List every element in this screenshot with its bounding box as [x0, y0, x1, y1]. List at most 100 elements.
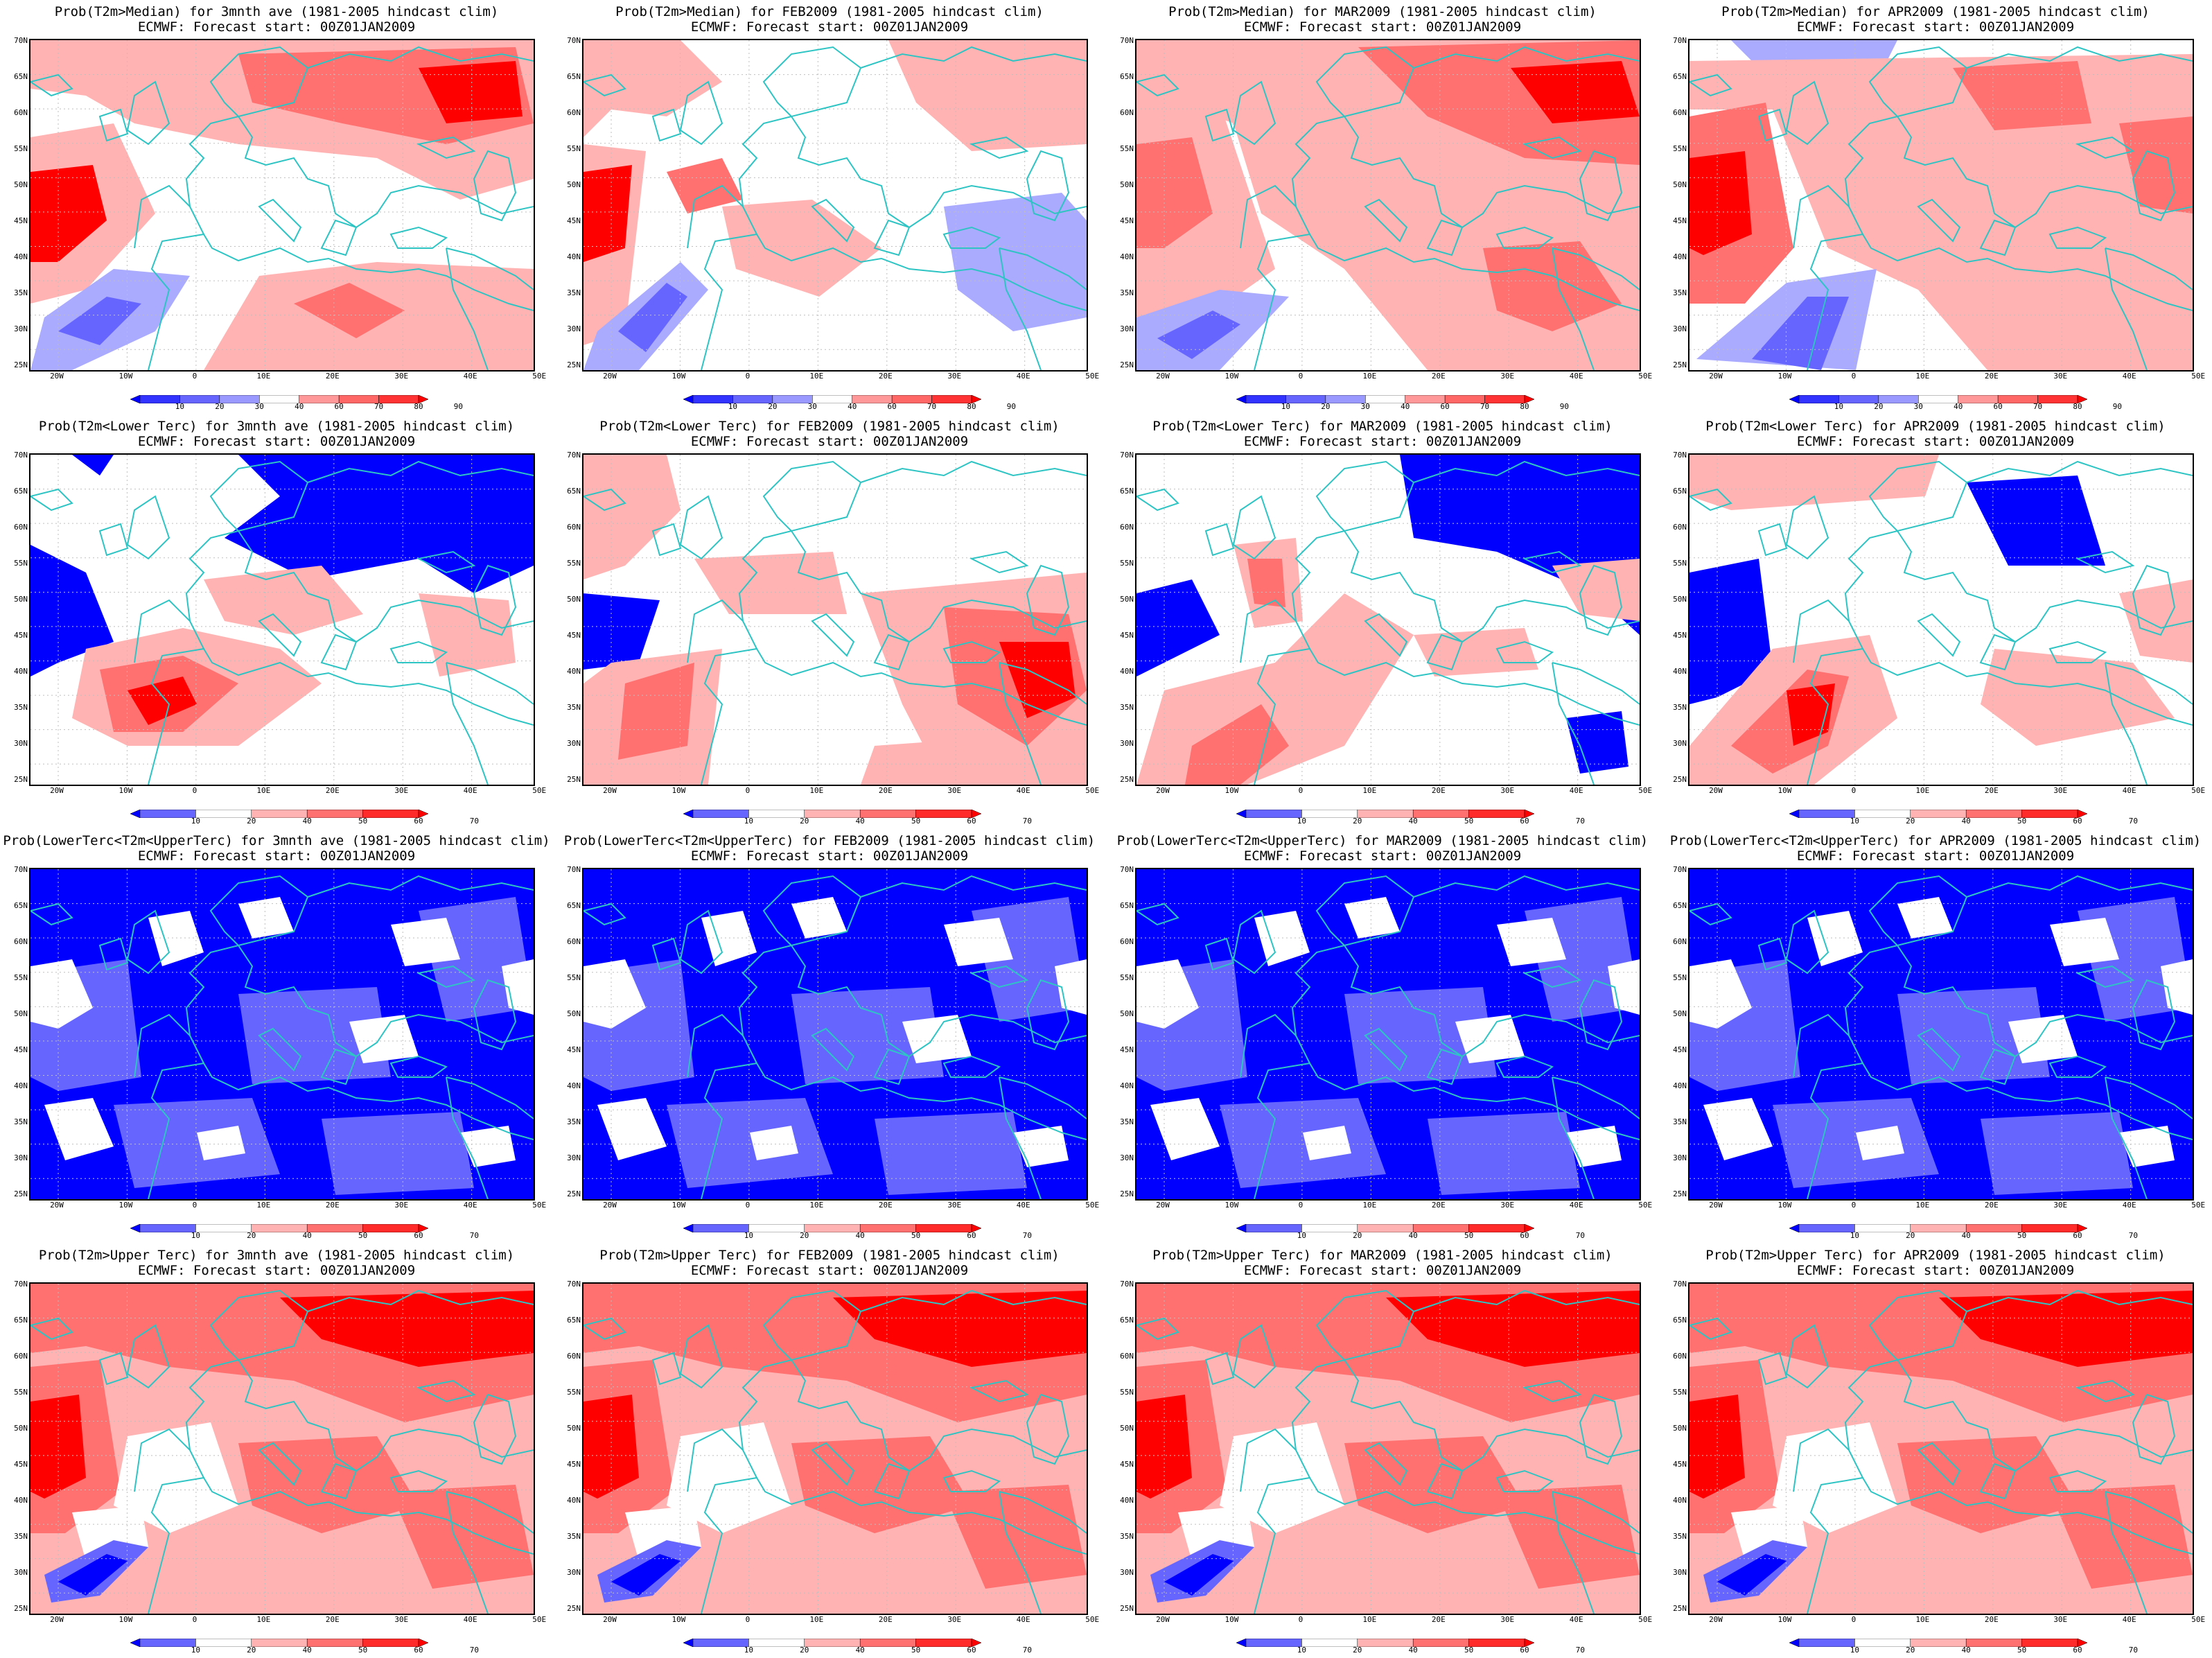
probability-contour-region	[583, 40, 722, 137]
latitude-label: 50N	[1120, 180, 1134, 190]
latitude-label: 25N	[567, 1189, 581, 1199]
latitude-label: 25N	[1673, 1604, 1687, 1614]
latitude-label: 25N	[1120, 1604, 1134, 1614]
longitude-label: 20E	[325, 786, 340, 795]
colorbar	[130, 1223, 429, 1233]
graticule	[583, 869, 1087, 1199]
colorbar-tick-label: 80	[967, 402, 976, 411]
graticule	[30, 869, 534, 1199]
latitude-label: 60N	[1120, 1352, 1134, 1361]
panel-title: Prob(LowerTerc<T2m<UpperTerc) for MAR200…	[1116, 833, 1649, 848]
forecast-panel: Prob(LowerTerc<T2m<UpperTerc) for FEB200…	[553, 829, 1106, 1244]
panel-subtitle: ECMWF: Forecast start: 00Z01JAN2009	[690, 848, 969, 864]
latitude-label: 70N	[1120, 865, 1134, 874]
latitude-label: 50N	[1673, 1424, 1687, 1433]
colorbar-tick-label: 10	[744, 1231, 754, 1240]
colorbar-tick-label: 60	[1440, 402, 1450, 411]
colorbar-tick-label: 90	[1559, 402, 1570, 411]
colorbar-tick-label: 10	[744, 817, 754, 826]
probability-contour-region	[197, 1126, 245, 1160]
probability-map	[30, 40, 534, 370]
longitude-label: 50E	[2191, 786, 2206, 795]
probability-contour-region	[2008, 1015, 2078, 1063]
longitude-label: 10W	[672, 372, 686, 381]
latitude-label: 55N	[14, 973, 28, 983]
latitude-label: 45N	[567, 1045, 581, 1055]
longitude-label: 10E	[1362, 1201, 1377, 1210]
probability-contour-region	[1254, 911, 1310, 966]
longitude-label: 30E	[947, 372, 962, 381]
latitude-label: 35N	[567, 1532, 581, 1542]
latitude-label: 55N	[1120, 973, 1134, 983]
longitude-label: 40E	[463, 1615, 477, 1624]
probability-contour-region	[322, 1112, 474, 1195]
colorbar-tick-label: 40	[302, 817, 312, 826]
forecast-panel: Prob(T2m>Median) for 3mnth ave (1981-200…	[0, 0, 553, 414]
colorbar-container	[1236, 808, 1535, 819]
colorbar	[130, 394, 429, 404]
probability-contour-region	[148, 911, 204, 966]
latitude-label: 70N	[567, 1280, 581, 1289]
colorbar-container	[130, 1222, 429, 1233]
map-plot-area	[582, 868, 1088, 1201]
latitude-label: 60N	[567, 1352, 581, 1361]
latitude-label: 35N	[1673, 703, 1687, 713]
colorbar-tick-label: 60	[1520, 1231, 1529, 1240]
longitude-label: 30E	[2053, 372, 2068, 381]
probability-contour-region	[1303, 1126, 1351, 1160]
panel-subtitle: ECMWF: Forecast start: 00Z01JAN2009	[1243, 848, 1522, 864]
latitude-label: 45N	[1120, 216, 1134, 226]
map-plot-area	[1688, 1282, 2194, 1615]
colorbar-labels: 10 20 40 50 60 70	[130, 1646, 479, 1655]
longitude-label: 50E	[1638, 372, 1653, 381]
probability-contour-region	[791, 1436, 972, 1533]
colorbar-labels: 10 20 40 50 60 70	[1789, 1231, 2138, 1241]
probability-contour-region	[1455, 1015, 1525, 1063]
colorbar-tick-label: 20	[1321, 402, 1331, 411]
probability-contour-region	[1717, 1554, 1787, 1596]
longitude-label: 10W	[119, 1615, 133, 1624]
latitude-label: 70N	[1120, 36, 1134, 45]
panel-title: Prob(LowerTerc<T2m<UpperTerc) for 3mnth …	[3, 833, 550, 848]
latitude-label: 25N	[1120, 1189, 1134, 1199]
latitude-label: 25N	[1673, 360, 1687, 370]
latitude-label: 65N	[1120, 487, 1134, 496]
map-plot-area	[29, 1282, 535, 1615]
longitude-label: 30E	[947, 786, 962, 795]
probability-contour-region	[2119, 1126, 2175, 1167]
latitude-label: 45N	[14, 631, 28, 640]
longitude-label: 20W	[50, 372, 64, 381]
map-plot-area	[1688, 39, 2194, 372]
latitude-label: 30N	[1120, 739, 1134, 749]
forecast-panel: Prob(T2m>Upper Terc) for 3mnth ave (1981…	[0, 1244, 553, 1658]
probability-contour-region	[1981, 1112, 2133, 1195]
probability-contour-region	[618, 663, 694, 760]
latitude-label: 30N	[567, 1153, 581, 1163]
colorbar-tick-label: 60	[414, 817, 423, 826]
probability-map	[30, 869, 534, 1199]
probability-contour-region	[888, 40, 1087, 151]
colorbar-tick-label: 60	[2073, 817, 2082, 826]
probability-contour-region	[280, 1291, 534, 1367]
longitude-label: 0	[192, 1615, 198, 1624]
forecast-panel: Prob(T2m>Median) for MAR2009 (1981-2005 …	[1106, 0, 1659, 414]
longitude-label: 10E	[1915, 372, 1930, 381]
colorbar-labels: 10 20 40 50 60 70	[683, 817, 1032, 826]
probability-map	[30, 455, 534, 785]
latitude-label: 30N	[1120, 324, 1134, 334]
forecast-panel: Prob(T2m>Upper Terc) for MAR2009 (1981-2…	[1106, 1244, 1659, 1658]
latitude-label: 30N	[14, 1568, 28, 1578]
latitude-label: 40N	[567, 1496, 581, 1506]
colorbar	[1236, 394, 1535, 404]
latitude-label: 40N	[1120, 667, 1134, 677]
longitude-label: 10E	[256, 372, 271, 381]
probability-contour-region	[72, 455, 114, 475]
probability-map	[1689, 1284, 2193, 1614]
probability-contour-region	[2119, 579, 2193, 663]
longitude-label: 20W	[1709, 786, 1723, 795]
latitude-label: 65N	[567, 901, 581, 911]
latitude-label: 25N	[567, 1604, 581, 1614]
longitude-label: 50E	[2191, 1201, 2206, 1210]
longitude-label: 10E	[256, 1201, 271, 1210]
panel-title: Prob(T2m>Median) for FEB2009 (1981-2005 …	[615, 4, 1044, 19]
